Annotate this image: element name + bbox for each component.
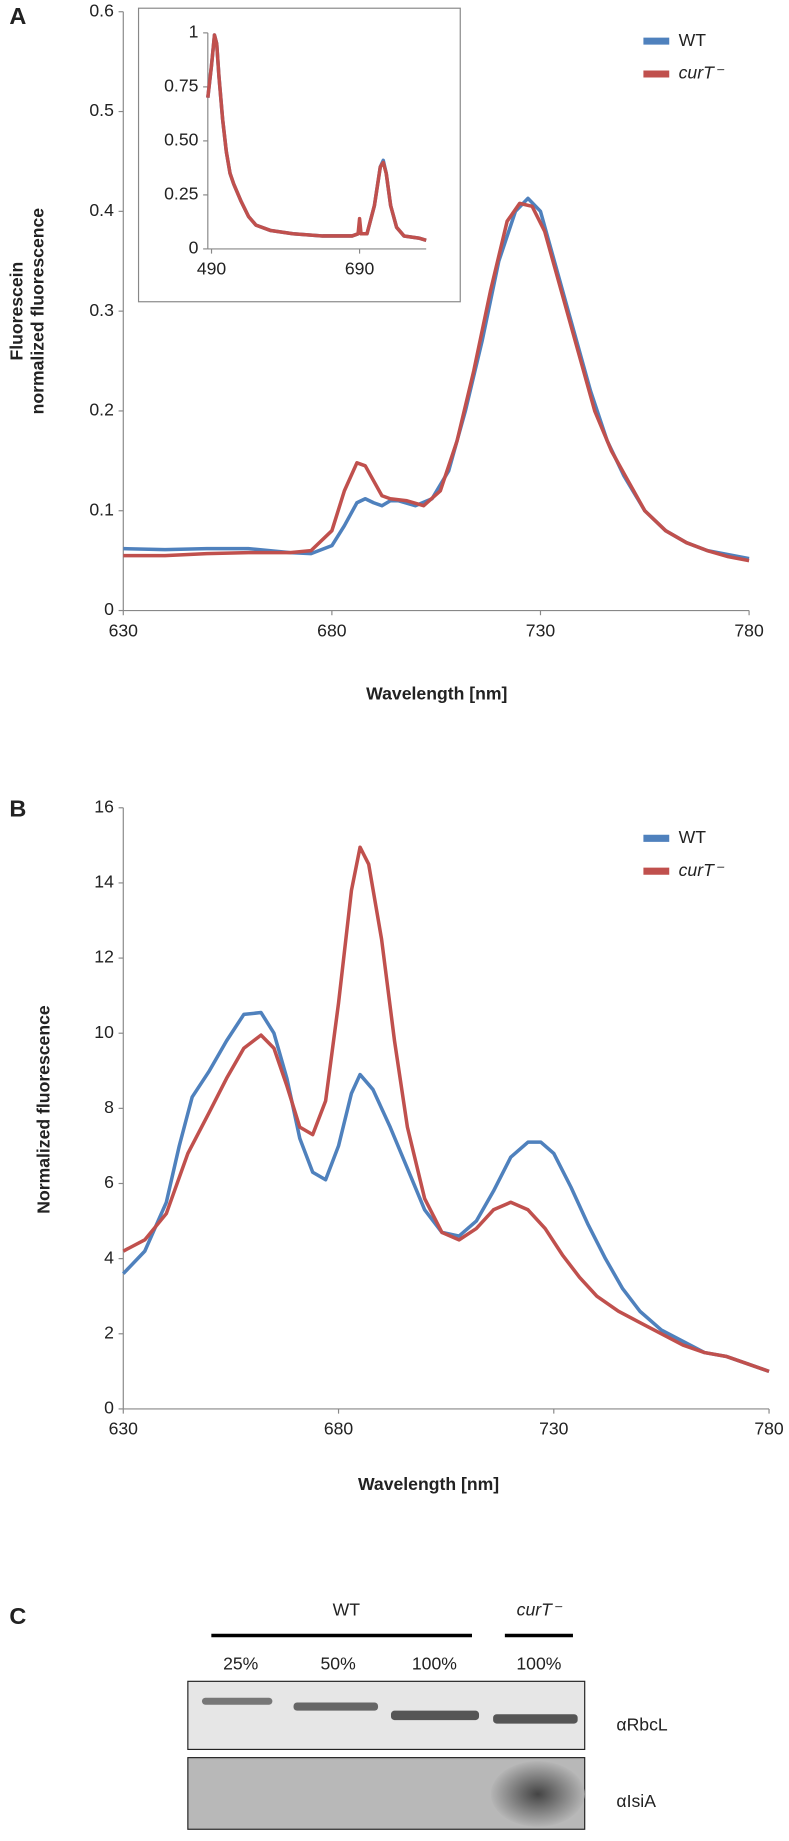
inset-frame	[137, 7, 461, 303]
y-tick-label: 0.6	[89, 0, 114, 20]
lane-label: 100%	[516, 1654, 561, 1674]
band	[201, 1697, 273, 1705]
band	[390, 1710, 480, 1721]
y-tick-label: 1	[189, 22, 199, 42]
panel-label: C	[9, 1603, 26, 1629]
y-tick-label: 0	[104, 599, 114, 619]
legend-label: curT⁻	[679, 63, 725, 83]
legend-label: WT	[679, 30, 707, 50]
x-tick-label: 780	[734, 620, 764, 640]
y-tick-label: 8	[104, 1097, 114, 1117]
series-line	[206, 33, 427, 242]
series-line	[122, 1010, 770, 1374]
group-label: curT⁻	[517, 1600, 563, 1620]
x-tick-label: 690	[345, 259, 375, 279]
band	[490, 1761, 585, 1827]
y-axis-title: Fluorescein	[6, 262, 26, 361]
antibody-label: αRbcL	[616, 1715, 667, 1735]
group-label: WT	[333, 1600, 361, 1620]
y-tick-label: 0	[189, 238, 199, 258]
panel-label: A	[9, 3, 26, 29]
legend-label: WT	[679, 827, 707, 847]
legend-label: curT⁻	[679, 860, 725, 880]
lane-label: 25%	[223, 1654, 259, 1674]
x-tick-label: 730	[526, 620, 556, 640]
series-line	[122, 845, 770, 1374]
y-tick-label: 0.50	[164, 130, 198, 150]
series-line	[123, 201, 750, 563]
y-tick-label: 16	[94, 796, 114, 816]
y-tick-label: 2	[104, 1322, 114, 1342]
x-tick-label: 630	[109, 620, 139, 640]
lane-label: 50%	[321, 1654, 357, 1674]
y-tick-label: 0.4	[89, 200, 114, 220]
band	[493, 1714, 578, 1724]
y-tick-label: 0.25	[164, 184, 198, 204]
y-tick-label: 10	[94, 1022, 114, 1042]
y-tick-label: 0.2	[89, 400, 113, 420]
x-tick-label: 680	[324, 1419, 354, 1439]
x-axis-title: Wavelength [nm]	[366, 684, 507, 704]
lane-label: 100%	[412, 1654, 457, 1674]
y-tick-label: 0.1	[89, 499, 113, 519]
x-tick-label: 730	[539, 1419, 569, 1439]
x-tick-label: 780	[754, 1419, 784, 1439]
y-axis-title: normalized fluorescence	[27, 208, 47, 415]
x-tick-label: 680	[317, 620, 347, 640]
y-tick-label: 12	[94, 947, 114, 967]
y-tick-label: 0.75	[164, 76, 198, 96]
y-tick-label: 0.3	[89, 300, 114, 320]
x-tick-label: 490	[197, 259, 227, 279]
y-tick-label: 0.5	[89, 100, 114, 120]
y-tick-label: 14	[94, 872, 114, 892]
antibody-label: αIsiA	[616, 1791, 656, 1811]
y-tick-label: 4	[104, 1247, 114, 1267]
x-tick-label: 630	[109, 1419, 139, 1439]
y-tick-label: 0	[104, 1398, 114, 1418]
y-axis-title: Normalized fluorescence	[33, 1005, 53, 1214]
band	[293, 1702, 379, 1711]
x-axis-title: Wavelength [nm]	[358, 1474, 499, 1494]
y-tick-label: 6	[104, 1172, 114, 1192]
panel-label: B	[9, 795, 26, 821]
